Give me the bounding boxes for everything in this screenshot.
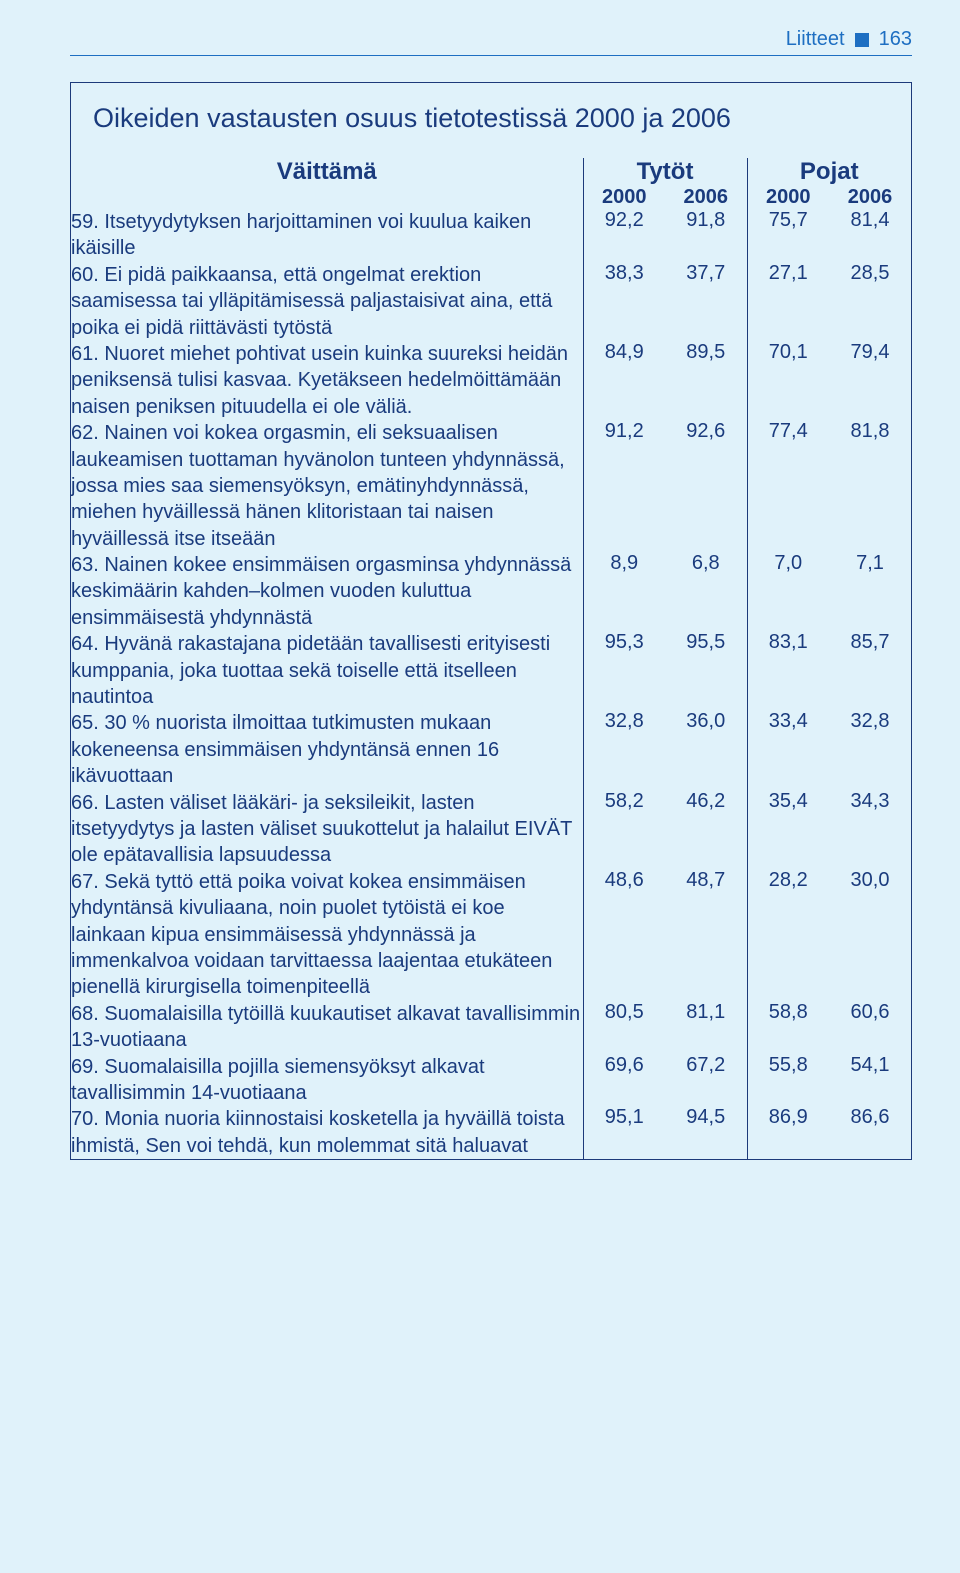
data-table: Väittämä Tytöt Pojat 2000 2006 2000 2006… [71,158,911,1159]
col-header-group-1: Pojat [747,158,911,186]
row-value: 77,4 [747,420,829,552]
row-value: 83,1 [747,631,829,710]
row-value: 58,2 [583,790,665,869]
row-value: 6,8 [665,552,747,631]
runhead-page: 163 [879,28,912,51]
table-row: 67. Sekä tyttö että poika voivat kokea e… [71,869,911,1001]
row-description: 60. Ei pidä paikkaansa, että ongelmat er… [71,262,583,341]
row-value: 46,2 [665,790,747,869]
col-header-desc: Väittämä [71,158,583,209]
row-description: 68. Suomalaisilla tytöillä kuukautiset a… [71,1001,583,1054]
col-header-year: 2000 [583,186,665,209]
row-description: 66. Lasten väliset lääkäri- ja seksileik… [71,790,583,869]
row-value: 81,8 [829,420,911,552]
row-value: 27,1 [747,262,829,341]
row-value: 36,0 [665,710,747,789]
row-description: 63. Nainen kokee ensimmäisen orgasminsa … [71,552,583,631]
row-description: 59. Itsetyydytyksen harjoittaminen voi k… [71,209,583,262]
row-description: 69. Suomalaisilla pojilla siemensyöksyt … [71,1054,583,1107]
runhead-label: Liitteet [786,28,845,51]
row-description: 61. Nuoret miehet pohtivat usein kuinka … [71,341,583,420]
row-value: 34,3 [829,790,911,869]
table-row: 61. Nuoret miehet pohtivat usein kuinka … [71,341,911,420]
row-value: 70,1 [747,341,829,420]
col-header-year: 2006 [829,186,911,209]
row-value: 58,8 [747,1001,829,1054]
row-value: 67,2 [665,1054,747,1107]
col-header-year: 2000 [747,186,829,209]
content-box: Oikeiden vastausten osuus tietotestissä … [70,82,912,1160]
row-value: 94,5 [665,1106,747,1159]
row-value: 85,7 [829,631,911,710]
row-value: 69,6 [583,1054,665,1107]
row-value: 79,4 [829,341,911,420]
col-header-group-0: Tytöt [583,158,747,186]
row-value: 95,3 [583,631,665,710]
row-value: 48,6 [583,869,665,1001]
row-value: 32,8 [583,710,665,789]
row-value: 75,7 [747,209,829,262]
row-value: 95,5 [665,631,747,710]
row-value: 32,8 [829,710,911,789]
row-value: 7,1 [829,552,911,631]
row-value: 38,3 [583,262,665,341]
row-value: 86,6 [829,1106,911,1159]
col-header-year: 2006 [665,186,747,209]
row-value: 35,4 [747,790,829,869]
row-value: 86,9 [747,1106,829,1159]
table-row: 60. Ei pidä paikkaansa, että ongelmat er… [71,262,911,341]
row-value: 84,9 [583,341,665,420]
row-value: 92,2 [583,209,665,262]
row-value: 55,8 [747,1054,829,1107]
row-value: 91,8 [665,209,747,262]
row-value: 54,1 [829,1054,911,1107]
row-value: 7,0 [747,552,829,631]
row-value: 8,9 [583,552,665,631]
table-row: 66. Lasten väliset lääkäri- ja seksileik… [71,790,911,869]
table-row: 59. Itsetyydytyksen harjoittaminen voi k… [71,209,911,262]
table-row: 65. 30 % nuorista ilmoittaa tutkimusten … [71,710,911,789]
row-value: 80,5 [583,1001,665,1054]
table-row: 64. Hyvänä rakastajana pidetään tavallis… [71,631,911,710]
page: Liitteet 163 Oikeiden vastausten osuus t… [0,0,960,1188]
row-value: 60,6 [829,1001,911,1054]
row-value: 48,7 [665,869,747,1001]
row-value: 92,6 [665,420,747,552]
row-description: 70. Monia nuoria kiinnostaisi kosketella… [71,1106,583,1159]
row-description: 65. 30 % nuorista ilmoittaa tutkimusten … [71,710,583,789]
table-header-group-row: Väittämä Tytöt Pojat [71,158,911,186]
table-row: 62. Nainen voi kokea orgasmin, eli seksu… [71,420,911,552]
row-value: 28,2 [747,869,829,1001]
row-description: 64. Hyvänä rakastajana pidetään tavallis… [71,631,583,710]
box-title: Oikeiden vastausten osuus tietotestissä … [71,83,911,158]
table-row: 69. Suomalaisilla pojilla siemensyöksyt … [71,1054,911,1107]
row-value: 30,0 [829,869,911,1001]
row-description: 67. Sekä tyttö että poika voivat kokea e… [71,869,583,1001]
row-value: 28,5 [829,262,911,341]
row-value: 33,4 [747,710,829,789]
row-value: 95,1 [583,1106,665,1159]
row-value: 91,2 [583,420,665,552]
row-value: 37,7 [665,262,747,341]
row-value: 89,5 [665,341,747,420]
row-value: 81,4 [829,209,911,262]
table-row: 63. Nainen kokee ensimmäisen orgasminsa … [71,552,911,631]
running-header: Liitteet 163 [70,28,912,56]
table-row: 68. Suomalaisilla tytöillä kuukautiset a… [71,1001,911,1054]
row-value: 81,1 [665,1001,747,1054]
square-bullet-icon [855,33,869,47]
table-row: 70. Monia nuoria kiinnostaisi kosketella… [71,1106,911,1159]
row-description: 62. Nainen voi kokea orgasmin, eli seksu… [71,420,583,552]
